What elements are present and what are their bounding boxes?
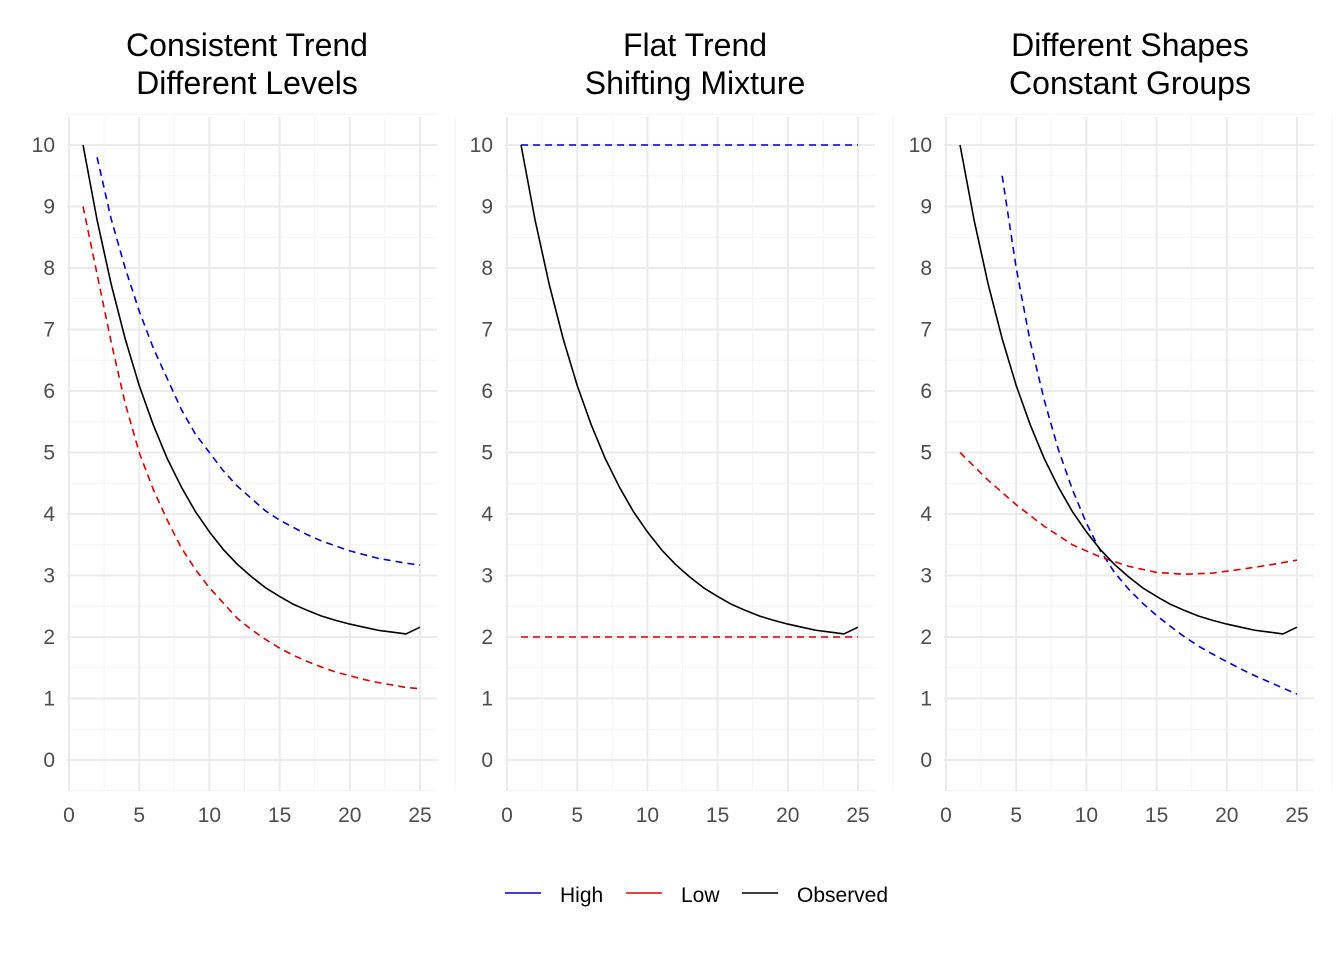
y-tick-label: 6 [481, 380, 493, 403]
series-line-low [82, 206, 421, 690]
y-tick-label: 0 [920, 749, 932, 772]
major-grid [505, 117, 875, 791]
y-tick-label: 8 [481, 257, 493, 280]
y-tick-label: 3 [481, 565, 493, 588]
y-tick-label: 2 [43, 626, 55, 649]
series-line-observed [520, 144, 859, 635]
y-tick-label: 8 [43, 257, 55, 280]
y-tick-label: 1 [920, 688, 932, 711]
x-tick-label: 5 [1010, 804, 1022, 827]
y-tick-label: 9 [481, 196, 493, 219]
y-tick-label: 10 [32, 134, 55, 157]
y-tick-label: 10 [470, 134, 493, 157]
major-grid [944, 117, 1314, 791]
x-tick-label: 0 [63, 804, 75, 827]
x-tick-label: 10 [198, 804, 221, 827]
major-grid [67, 117, 437, 791]
y-tick-label: 7 [43, 319, 55, 342]
y-tick-label: 7 [481, 319, 493, 342]
y-tick-label: 5 [481, 442, 493, 465]
y-tick-label: 4 [481, 503, 493, 526]
minor-grid [944, 113, 1333, 792]
x-tick-label: 0 [940, 804, 952, 827]
minor-grid [67, 113, 456, 792]
x-tick-label: 5 [571, 804, 583, 827]
panel-title-line: Different Shapes [1011, 27, 1249, 63]
y-tick-label: 3 [43, 565, 55, 588]
x-tick-label: 25 [1285, 804, 1308, 827]
x-tick-label: 20 [1215, 804, 1238, 827]
y-tick-label: 4 [920, 503, 932, 526]
legend: High Low Observed [505, 884, 888, 907]
y-tick-label: 5 [43, 442, 55, 465]
y-tick-label: 0 [481, 749, 493, 772]
x-tick-label: 20 [776, 804, 799, 827]
y-tick-label: 1 [481, 688, 493, 711]
y-tick-label: 6 [43, 380, 55, 403]
legend-label-low: Low [681, 884, 720, 907]
series-line-observed [959, 144, 1298, 635]
panel-title-line: Constant Groups [1009, 65, 1251, 101]
panel-title-line: Flat Trend [623, 27, 767, 63]
x-tick-label: 10 [636, 804, 659, 827]
series-line-observed [82, 144, 421, 635]
panel-title-line: Consistent Trend [126, 27, 368, 63]
y-tick-label: 0 [43, 749, 55, 772]
y-tick-label: 7 [920, 319, 932, 342]
panel-2: 0 5 10 15 20 25 0 1 2 3 4 5 6 7 8 9 10 Flat TrendShifting… [470, 27, 894, 827]
y-tick-label: 2 [481, 626, 493, 649]
y-tick-label: 9 [920, 196, 932, 219]
y-tick-label: 2 [920, 626, 932, 649]
x-tick-label: 25 [408, 804, 431, 827]
legend-label-high: High [560, 884, 603, 907]
x-tick-label: 15 [1145, 804, 1168, 827]
series-line-high [96, 157, 421, 566]
series-line-high [1001, 175, 1298, 695]
y-tick-label: 1 [43, 688, 55, 711]
y-tick-label: 3 [920, 565, 932, 588]
x-tick-label: 25 [846, 804, 869, 827]
x-tick-label: 15 [706, 804, 729, 827]
series-line-low [959, 451, 1298, 576]
y-tick-label: 6 [920, 380, 932, 403]
y-tick-label: 10 [909, 134, 932, 157]
panel-title-line: Different Levels [136, 65, 358, 101]
minor-grid [505, 113, 894, 792]
x-tick-label: 20 [338, 804, 361, 827]
panel-1: 0 5 10 15 20 25 0 1 2 3 4 5 6 7 8 9 10 Consistent TrendDi… [32, 27, 456, 827]
x-tick-label: 5 [133, 804, 145, 827]
y-tick-label: 9 [43, 196, 55, 219]
x-tick-label: 0 [501, 804, 513, 827]
panel-3: 0 5 10 15 20 25 0 1 2 3 4 5 6 7 8 9 10 Different ShapesCo… [909, 27, 1333, 827]
x-tick-label: 15 [268, 804, 291, 827]
legend-label-observed: Observed [797, 884, 888, 907]
y-tick-label: 8 [920, 257, 932, 280]
x-tick-label: 10 [1075, 804, 1098, 827]
y-tick-label: 5 [920, 442, 932, 465]
y-tick-label: 4 [43, 503, 55, 526]
panel-title-line: Shifting Mixture [585, 65, 806, 101]
